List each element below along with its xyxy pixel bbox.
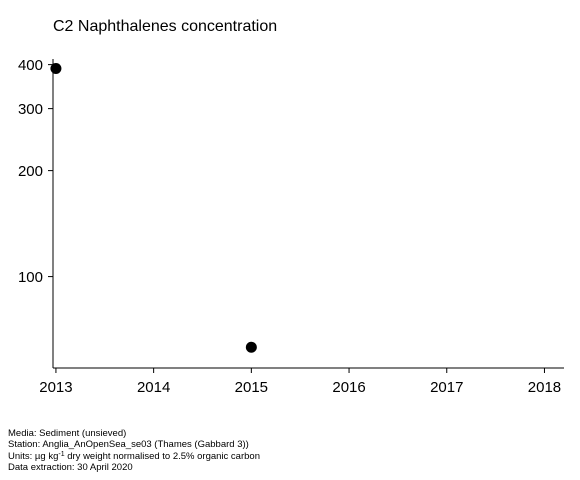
footer-extraction: Data extraction: 30 April 2020 — [8, 461, 133, 473]
x-tick-label: 2013 — [39, 379, 72, 396]
y-tick-label: 300 — [18, 101, 43, 118]
units-prefix: Units: µg kg — [8, 451, 59, 462]
footer-station: Station: Anglia_AnOpenSea_se03 (Thames (… — [8, 438, 249, 450]
x-tick-label: 2017 — [430, 379, 463, 396]
x-tick-label: 2016 — [332, 379, 365, 396]
chart-title: C2 Naphthalenes concentration — [53, 18, 278, 35]
footer-notes: Media: Sediment (unsieved) Station: Angl… — [8, 428, 260, 473]
x-tick-label: 2015 — [235, 379, 268, 396]
x-axis-ticks: 2013 2014 2015 2016 2017 2018 — [39, 368, 561, 396]
units-superscript: -1 — [58, 451, 65, 458]
data-point — [50, 62, 62, 74]
x-tick-label: 2014 — [137, 379, 170, 396]
y-tick-label: 100 — [18, 269, 43, 286]
x-tick-label: 2018 — [528, 379, 561, 396]
y-tick-label: 200 — [18, 163, 43, 180]
y-tick-label: 400 — [18, 57, 43, 74]
y-axis-ticks: 100 200 300 400 — [18, 57, 53, 286]
units-suffix: dry weight normalised to 2.5% organic ca… — [64, 451, 260, 462]
footer-media: Media: Sediment (unsieved) — [8, 428, 127, 439]
data-point — [245, 341, 257, 353]
footer-units: Units: µg kg-1 dry weight normalised to … — [8, 450, 260, 463]
data-points — [50, 62, 257, 353]
